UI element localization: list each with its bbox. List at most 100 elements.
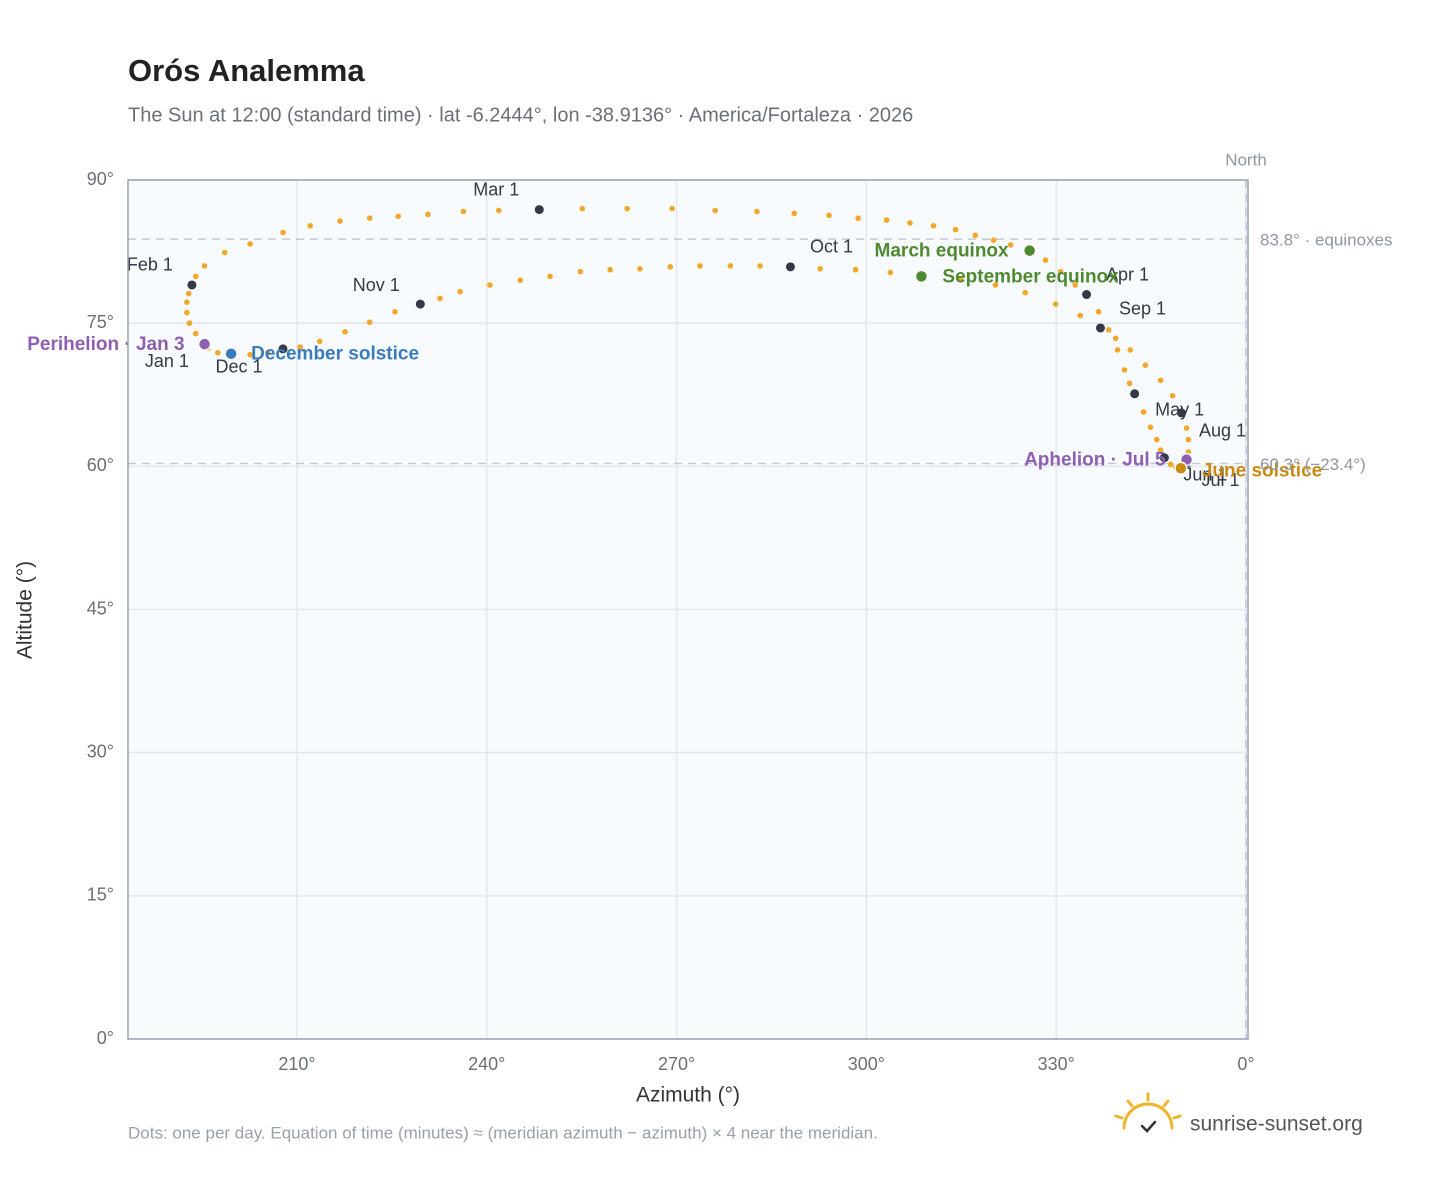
day-dot xyxy=(1022,289,1028,296)
y-tick-label: 0° xyxy=(97,1028,114,1048)
brand-logo xyxy=(1114,1092,1182,1133)
day-dot xyxy=(887,269,894,276)
month-label: Dec 1 xyxy=(215,357,262,377)
day-dot xyxy=(297,344,303,350)
month-label: Feb 1 xyxy=(127,255,173,275)
day-dot xyxy=(280,229,286,236)
day-dot xyxy=(457,288,463,295)
event-label: Aphelion · Jul 5 xyxy=(1024,450,1166,471)
day-dot xyxy=(222,249,228,256)
day-dot xyxy=(1157,377,1164,384)
day-dot xyxy=(186,320,193,326)
month-marker xyxy=(1095,323,1105,333)
event-marker xyxy=(1174,461,1188,475)
month-label: Jul 1 xyxy=(1202,470,1240,490)
event-marker xyxy=(1022,243,1037,258)
day-dot xyxy=(1157,447,1164,453)
event-label: June solstice xyxy=(1202,460,1322,481)
month-label: Aug 1 xyxy=(1199,421,1246,441)
day-dot xyxy=(1042,257,1049,263)
day-dot xyxy=(307,223,314,229)
day-dot xyxy=(1007,242,1014,248)
day-dot xyxy=(1153,436,1160,443)
brand-name: sunrise-sunset.org xyxy=(1190,1113,1363,1136)
x-tick-label: 330° xyxy=(1038,1054,1075,1074)
day-dot xyxy=(265,349,271,356)
grid xyxy=(128,179,1247,1040)
day-dot xyxy=(495,207,502,214)
day-dot xyxy=(247,351,253,358)
day-dot xyxy=(1114,347,1121,353)
event-marker xyxy=(197,337,212,351)
month-label: Mar 1 xyxy=(473,179,519,199)
month-marker xyxy=(1176,408,1186,418)
day-dot xyxy=(1127,347,1134,353)
north-label: North xyxy=(1225,150,1267,169)
month-label: Nov 1 xyxy=(353,275,400,295)
x-tick-label: 300° xyxy=(848,1054,885,1074)
day-dot xyxy=(316,338,323,345)
day-dot xyxy=(1077,312,1084,319)
day-dot xyxy=(215,349,221,356)
day-dot xyxy=(727,263,734,269)
month-label: Sep 1 xyxy=(1119,299,1166,319)
day-dot xyxy=(855,215,861,221)
event-marker xyxy=(914,269,929,284)
day-dot xyxy=(1105,327,1112,333)
y-tick-label: 90° xyxy=(87,169,114,189)
day-dot xyxy=(366,319,373,326)
day-dot xyxy=(990,237,997,243)
day-dot xyxy=(697,263,703,269)
day-dot xyxy=(201,263,208,269)
y-axis-label: Altitude (°) xyxy=(14,561,37,659)
month-label: Jun 1 xyxy=(1183,464,1227,484)
day-dot xyxy=(791,210,798,217)
day-dot xyxy=(395,213,401,220)
day-dot xyxy=(342,328,348,335)
event-label: March equinox xyxy=(875,241,1010,262)
day-dot xyxy=(883,217,890,223)
day-dot xyxy=(1142,362,1149,368)
day-dot xyxy=(852,266,859,273)
month-label: Apr 1 xyxy=(1106,264,1149,284)
x-tick-label: 0° xyxy=(1237,1054,1254,1074)
x-axis-label: Azimuth (°) xyxy=(636,1084,740,1107)
x-tick-label: 270° xyxy=(658,1054,695,1074)
day-dot xyxy=(624,205,631,212)
day-dot xyxy=(460,208,467,215)
reference-label: 83.8° · equinoxes xyxy=(1260,231,1393,250)
day-dot xyxy=(437,295,443,302)
x-tick-label: 210° xyxy=(278,1054,315,1074)
day-dot xyxy=(952,226,959,233)
day-dot xyxy=(184,299,190,305)
day-dot xyxy=(1185,436,1192,443)
day-dot xyxy=(1126,380,1133,387)
event-marker xyxy=(224,346,238,361)
day-dot xyxy=(1112,335,1119,342)
y-tick-label: 75° xyxy=(87,312,114,332)
day-dot xyxy=(247,241,253,247)
day-dot xyxy=(337,218,343,224)
day-dot xyxy=(637,265,643,272)
event-label: December solstice xyxy=(251,344,419,365)
day-dot xyxy=(579,205,586,212)
month-marker xyxy=(1130,389,1140,399)
month-label: Oct 1 xyxy=(810,237,853,257)
month-marker xyxy=(415,299,425,309)
day-dot xyxy=(577,268,584,275)
y-tick-label: 15° xyxy=(87,885,114,905)
day-dot xyxy=(547,273,553,280)
chart-subtitle: The Sun at 12:00 (standard time) · lat -… xyxy=(128,104,913,126)
day-dot xyxy=(185,290,192,297)
day-dot xyxy=(1140,409,1147,415)
month-marker xyxy=(785,262,795,272)
y-tick-label: 60° xyxy=(87,455,114,475)
day-dot xyxy=(712,207,718,214)
day-dot xyxy=(1072,282,1078,288)
month-marker xyxy=(187,280,197,290)
day-dot xyxy=(1183,425,1190,431)
footnote: Dots: one per day. Equation of time (min… xyxy=(128,1123,878,1142)
day-dot xyxy=(957,276,964,283)
